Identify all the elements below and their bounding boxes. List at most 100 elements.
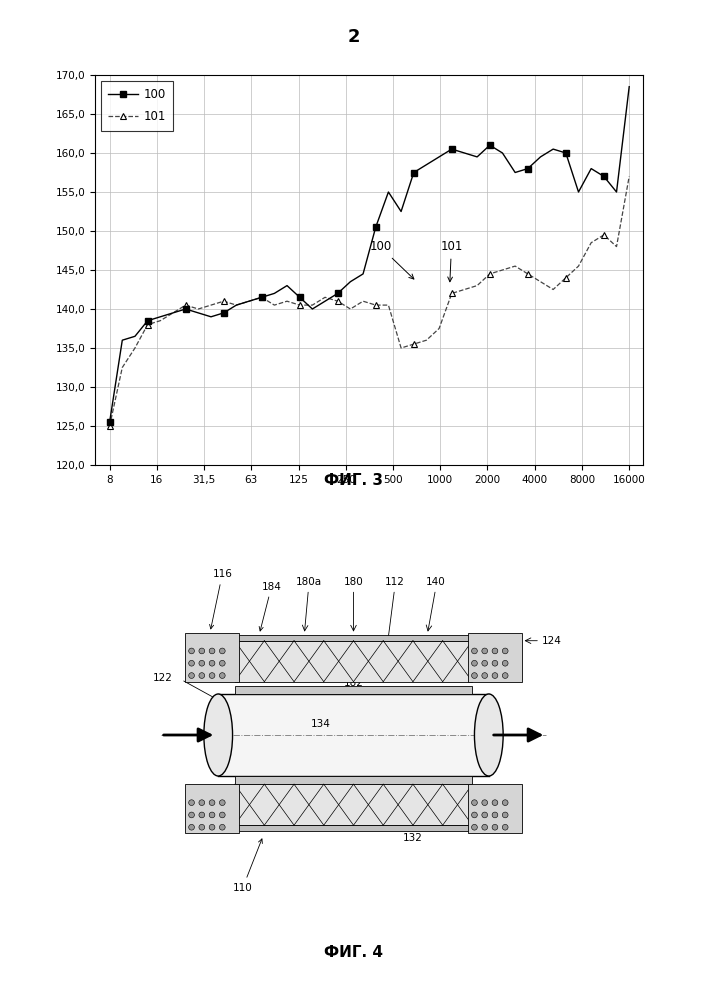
Circle shape: [482, 812, 488, 818]
100: [283, 280, 291, 292]
101: [296, 299, 304, 311]
Circle shape: [189, 824, 194, 830]
Circle shape: [219, 673, 225, 678]
Circle shape: [492, 660, 498, 666]
Circle shape: [492, 800, 498, 806]
100: [435, 151, 443, 163]
100: [448, 143, 456, 155]
Circle shape: [482, 660, 488, 666]
Bar: [468, 784, 522, 833]
Circle shape: [503, 824, 508, 830]
Text: 122: 122: [153, 673, 173, 683]
100: [334, 287, 342, 299]
Bar: [185, 633, 239, 682]
100: [409, 166, 418, 178]
100: [524, 163, 532, 175]
100: [587, 163, 595, 175]
Bar: [235, 776, 472, 784]
100: [206, 311, 215, 323]
101: [131, 342, 139, 354]
101: [371, 299, 380, 311]
101: [156, 315, 165, 327]
Bar: [218, 694, 489, 776]
101: [270, 299, 279, 311]
Circle shape: [472, 824, 477, 830]
Circle shape: [189, 648, 194, 654]
Circle shape: [503, 673, 508, 678]
Text: 100: 100: [369, 240, 414, 279]
Circle shape: [199, 648, 204, 654]
Circle shape: [209, 812, 215, 818]
100: [359, 268, 368, 280]
100: [460, 147, 469, 159]
101: [473, 280, 481, 292]
Circle shape: [219, 800, 225, 806]
100: [498, 147, 507, 159]
Text: 140: 140: [426, 577, 445, 587]
Circle shape: [199, 824, 204, 830]
Text: 184: 184: [259, 582, 281, 631]
Circle shape: [503, 800, 508, 806]
101: [182, 299, 190, 311]
Text: 2: 2: [347, 28, 360, 46]
Circle shape: [472, 660, 477, 666]
Circle shape: [189, 660, 194, 666]
101: [359, 295, 368, 307]
100: [422, 159, 431, 171]
Circle shape: [472, 800, 477, 806]
101: [346, 303, 355, 315]
Circle shape: [503, 648, 508, 654]
101: [283, 295, 291, 307]
Text: 124: 124: [542, 636, 562, 646]
100: [321, 295, 329, 307]
Circle shape: [209, 800, 215, 806]
100: [397, 206, 405, 218]
101: [511, 260, 520, 272]
100: [296, 291, 304, 303]
101: [118, 361, 127, 373]
101: [536, 276, 544, 288]
100: [232, 299, 240, 311]
Circle shape: [492, 648, 498, 654]
Bar: [235, 641, 472, 682]
101: [422, 334, 431, 346]
100: [625, 81, 633, 93]
101: [409, 338, 418, 350]
100: [219, 307, 228, 319]
101: [574, 260, 583, 272]
101: [600, 229, 608, 241]
100: [384, 186, 392, 198]
Circle shape: [472, 673, 477, 678]
100: [308, 303, 317, 315]
101: [384, 299, 392, 311]
101: [194, 303, 203, 315]
Circle shape: [199, 800, 204, 806]
Circle shape: [189, 673, 194, 678]
Legend: 100, 101: 100, 101: [101, 81, 173, 131]
Circle shape: [199, 812, 204, 818]
Circle shape: [492, 812, 498, 818]
Text: 182: 182: [344, 678, 363, 688]
100: [612, 186, 621, 198]
100: [257, 291, 266, 303]
101: [144, 319, 152, 331]
Circle shape: [219, 648, 225, 654]
101: [448, 287, 456, 299]
101: [460, 284, 469, 296]
Circle shape: [189, 800, 194, 806]
100: [600, 170, 608, 182]
Circle shape: [209, 660, 215, 666]
100: [486, 139, 494, 151]
101: [561, 272, 570, 284]
Circle shape: [482, 824, 488, 830]
Circle shape: [482, 648, 488, 654]
100: [511, 166, 520, 178]
Circle shape: [199, 673, 204, 678]
101: [232, 299, 240, 311]
Bar: [185, 784, 239, 833]
Bar: [468, 633, 522, 682]
Circle shape: [219, 660, 225, 666]
101: [334, 295, 342, 307]
Bar: [235, 686, 472, 694]
101: [625, 170, 633, 182]
